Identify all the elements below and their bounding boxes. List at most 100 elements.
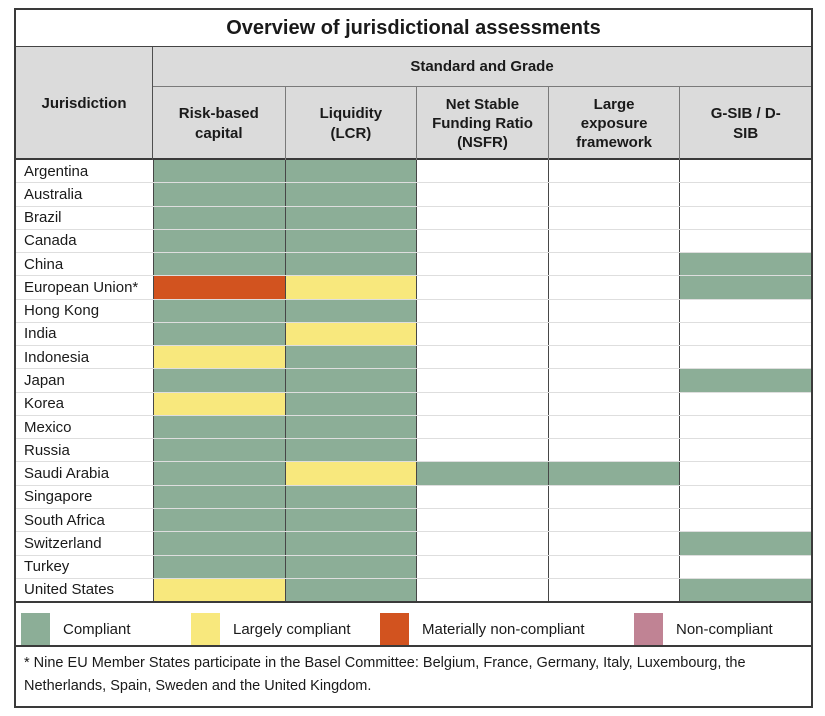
grade-cell [416,508,548,532]
jurisdiction-label: Turkey [24,558,70,576]
grade-cell [153,369,285,392]
group-header: Standard and Grade [153,47,811,87]
table-row: India [16,321,811,346]
grade-cell [153,462,285,485]
grade-cell [416,369,548,392]
table-row: China [16,252,811,276]
grade-cell [284,555,417,578]
jurisdiction-label: Korea [24,395,65,413]
legend-item: Non-compliant [634,613,773,645]
grade-cell [416,532,548,555]
grade-cell [416,183,548,206]
grade-cell [284,253,417,276]
jurisdiction-label: Saudi Arabia [24,465,110,483]
grade-cell [547,415,680,439]
column-header-2: Liquidity (LCR) [284,87,417,160]
jurisdiction-label: Singapore [24,488,93,506]
grade-cell [153,229,285,253]
table-row: Switzerland [16,531,811,555]
jurisdiction-label: Switzerland [24,534,102,552]
grade-cell [679,532,811,555]
grade-cell [416,322,548,346]
grade-cell [679,485,811,508]
grade-cell [416,206,548,229]
grade-cell [284,346,417,369]
grade-cell [153,415,285,439]
grade-cell [679,206,811,229]
grade-cell [416,299,548,322]
legend-label: Compliant [63,620,131,638]
grade-cell [416,276,548,299]
legend-item: Largely compliant [191,613,351,645]
table-row: Canada [16,228,811,253]
grade-cell [416,346,548,369]
grade-cell [547,160,680,183]
grade-cell [416,439,548,462]
grade-cell [153,508,285,532]
grade-cell [284,439,417,462]
jurisdiction-label: Mexico [24,418,72,436]
grade-cell [547,206,680,229]
grade-cell [679,439,811,462]
grade-cell [679,253,811,276]
grade-cell [547,183,680,206]
figure-title: Overview of jurisdictional assessments [16,10,811,47]
legend: Compliant Largely compliant Materially non… [16,601,811,645]
table-row: Turkey [16,554,811,578]
grade-cell [416,253,548,276]
grade-cell [679,369,811,392]
grade-cell [547,299,680,322]
legend-item: Compliant [21,613,131,645]
grade-cell [416,415,548,439]
grade-cell [547,346,680,369]
jurisdiction-label: South Africa [24,511,105,529]
table-row: United States [16,577,811,602]
grade-cell [416,462,548,485]
table-row: Brazil [16,205,811,229]
grade-cell [284,485,417,508]
legend-swatch [21,613,50,645]
grade-cell [679,229,811,253]
grade-cell [153,299,285,322]
table-row: Indonesia [16,345,811,369]
grade-cell [679,555,811,578]
grade-cell [153,160,285,183]
grade-cell [284,206,417,229]
jurisdiction-label: United States [24,581,115,599]
grade-cell [547,508,680,532]
assessment-table: Overview of jurisdictional assessments J… [14,8,813,708]
column-header-4: Large exposure framework [547,87,680,160]
jurisdiction-label: Australia [24,185,83,203]
grade-cell [284,369,417,392]
grade-cell [153,276,285,299]
jurisdiction-label: Russia [24,441,70,459]
grade-cell [153,439,285,462]
grade-cell [679,276,811,299]
grade-cell [284,462,417,485]
grade-cell [416,160,548,183]
legend-swatch [380,613,409,645]
grade-cell [153,253,285,276]
grade-cell [679,322,811,346]
grade-cell [679,183,811,206]
grade-cell [679,508,811,532]
legend-label: Non-compliant [676,620,773,638]
grade-cell [416,578,548,602]
grade-cell [679,160,811,183]
jurisdiction-label: Brazil [24,209,62,227]
table-row: European Union* [16,275,811,299]
jurisdiction-label: Hong Kong [24,302,100,320]
jurisdiction-label: Japan [24,372,65,390]
grade-cell [153,555,285,578]
grade-cell [547,485,680,508]
footnote: * Nine EU Member States participate in t… [16,645,811,706]
grade-cell [416,485,548,508]
table-row: Mexico [16,414,811,439]
grade-cell [547,253,680,276]
grade-cell [547,392,680,415]
grade-cell [547,439,680,462]
grade-cell [284,392,417,415]
grade-cell [284,160,417,183]
grade-cell [679,392,811,415]
